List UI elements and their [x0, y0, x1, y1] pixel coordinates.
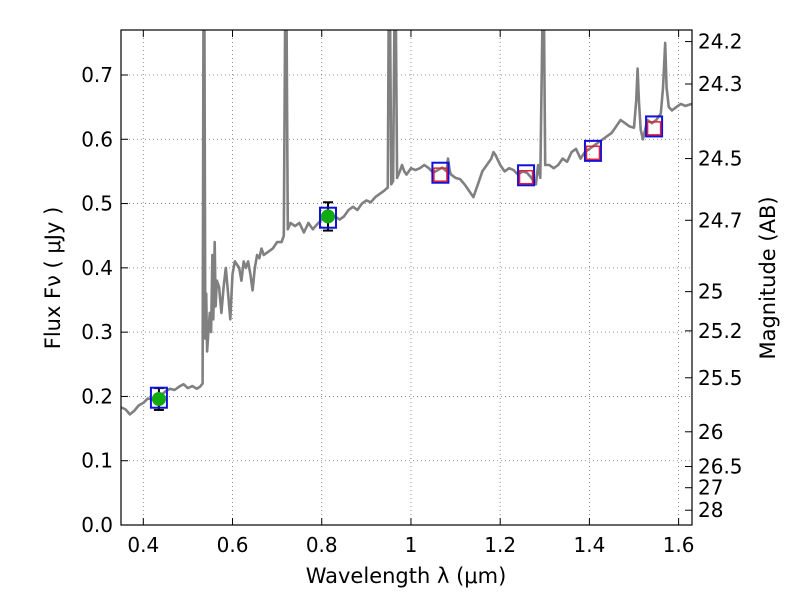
y-tick-label: 0.7 [81, 63, 113, 87]
y-axis-title: Flux Fν ( μJy ) [41, 207, 65, 350]
model-square [645, 115, 664, 138]
x-tick-label: 1.2 [484, 533, 516, 557]
right-tick-label: 25.5 [698, 366, 743, 390]
model-square [318, 206, 337, 229]
right-axis-title: Magnitude (AB) [756, 196, 780, 359]
spectrum-line [121, 30, 692, 416]
right-tick-label: 24.5 [698, 147, 743, 171]
model-square [517, 164, 536, 187]
plot-area [121, 30, 692, 416]
right-tick-label: 26 [698, 420, 723, 444]
plot-frame [120, 29, 693, 526]
x-tick-label: 1.4 [573, 533, 605, 557]
y-tick-label: 0.2 [81, 384, 113, 408]
predicted-square [646, 121, 662, 136]
right-tick-label: 26.5 [698, 455, 743, 479]
right-tick-label: 27 [698, 476, 723, 500]
right-tick-label: 24.3 [698, 72, 743, 96]
predicted-square [518, 169, 534, 185]
x-tick-label: 0.8 [306, 533, 338, 557]
right-tick-label: 24.2 [698, 30, 743, 54]
x-axis-title: Wavelength λ (μm) [306, 564, 507, 588]
axes: 0.4 0.6 0.8 1 1.2 1.4 1.6 0.0 0.1 0.2 0.3 0.4 0.5 0.6… [81, 30, 742, 557]
model-square [431, 161, 450, 184]
right-tick-label: 24.7 [698, 208, 743, 232]
right-tick-label: 25 [698, 280, 723, 304]
y-tick-label: 0.6 [81, 127, 113, 151]
predicted-square [585, 145, 601, 161]
observed-point [151, 392, 166, 406]
predicted-square [433, 167, 448, 182]
grid [121, 30, 692, 526]
x-tick-label: 1 [405, 533, 418, 557]
y-tick-label: 0.0 [81, 513, 113, 537]
x-tick-label: 0.4 [127, 533, 159, 557]
y-tick-label: 0.4 [81, 256, 113, 280]
y-tick-label: 0.5 [81, 192, 113, 216]
right-tick-label: 28 [698, 498, 723, 522]
y-tick-label: 0.1 [81, 449, 113, 473]
x-tick-label: 1.6 [663, 533, 695, 557]
x-tick-label: 0.6 [217, 533, 249, 557]
y-tick-label: 0.3 [81, 320, 113, 344]
model-square [149, 386, 168, 409]
model-square [583, 139, 602, 162]
right-tick-label: 25.2 [698, 319, 743, 343]
observed-point [320, 209, 335, 224]
